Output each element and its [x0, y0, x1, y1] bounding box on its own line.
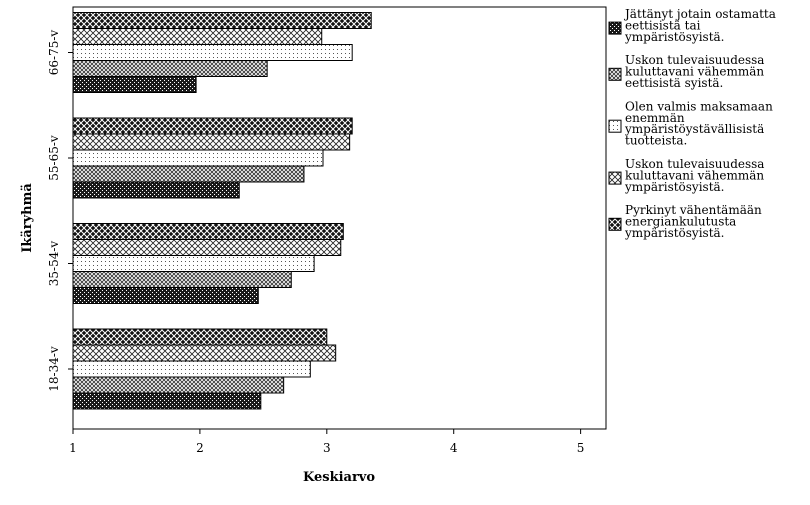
legend-swatch-3 [608, 119, 622, 133]
bar-55-65-v-s4 [72, 133, 351, 151]
bar-18-34-v-s2 [72, 376, 285, 394]
bar-66-75-v-s4 [72, 28, 323, 45]
category-label-55-65-v: 55-65-v [47, 135, 61, 181]
legend-swatch-1 [608, 21, 622, 35]
bar-66-75-v-s1 [72, 76, 197, 93]
legend-line: eettisistä syistä. [625, 76, 723, 90]
legend-line: ympäristöystävällisistä [624, 122, 764, 136]
bar-35-54-v-s2 [72, 271, 292, 288]
category-label-66-75-v: 66-75-v [47, 30, 61, 76]
legend-label-3: Olen valmis maksamaan enemmän ympäristöyst… [624, 99, 773, 147]
legend-swatch-4 [608, 171, 622, 185]
bars-group: 18-34-v 35-54-v 55-65-v 66-75-v [47, 12, 372, 410]
legend-line: Uskon tulevaisuudessa [625, 53, 764, 67]
bar-35-54-v-s3 [72, 255, 315, 272]
legend-line: enemmän [625, 111, 685, 125]
bar-66-75-v-s2 [72, 60, 268, 77]
legend-line: kuluttavani vähemmän [625, 168, 764, 182]
legend-line: ympäristösyistä. [624, 30, 725, 44]
plot-frame [72, 6, 607, 430]
legend-line: energiankulutusta [625, 215, 736, 229]
category-label-18-34-v: 18-34-v [47, 346, 61, 392]
bar-18-34-v-s3 [72, 360, 311, 378]
category-label-35-54-v: 35-54-v [47, 241, 61, 287]
bar-55-65-v-s2 [72, 165, 305, 183]
x-tick-label-5: 5 [577, 441, 585, 455]
legend-label-1: Jättänyt jotain ostamatta eettisistä tai y… [623, 7, 776, 44]
legend: Jättänyt jotain ostamatta eettisistä tai y… [608, 7, 776, 240]
legend-line: Pyrkinyt vähentämään [625, 203, 762, 217]
bar-35-54-v-s5 [72, 223, 344, 240]
legend-line: Olen valmis maksamaan [625, 99, 773, 113]
bar-18-34-v-s1 [72, 392, 262, 410]
x-axis-title: Keskiarvo [303, 470, 375, 485]
bar-55-65-v-s3 [72, 149, 324, 167]
y-axis-title: Ikäryhmä [20, 183, 35, 253]
legend-label-2: Uskon tulevaisuudessa kuluttavani vähemmä… [625, 53, 764, 90]
bar-35-54-v-s1 [72, 287, 259, 304]
bar-55-65-v-s5 [72, 117, 353, 135]
axis-ticks-group: 1 2 3 4 5 [69, 429, 584, 455]
legend-swatch-5 [608, 217, 622, 231]
bar-18-34-v-s4 [72, 344, 337, 362]
bar-66-75-v-s3 [72, 44, 353, 61]
legend-label-4: Uskon tulevaisuudessa kuluttavani vähemmä… [624, 157, 764, 194]
x-tick-label-2: 2 [196, 441, 204, 455]
legend-line: ympäristösyistä. [624, 180, 725, 194]
bar-35-54-v-s4 [72, 239, 342, 256]
legend-line: ympäristösyistä. [624, 226, 725, 240]
bar-66-75-v-s5 [72, 12, 372, 29]
legend-line: Jättänyt jotain ostamatta [623, 7, 776, 21]
legend-line: Uskon tulevaisuudessa [625, 157, 764, 171]
x-tick-label-3: 3 [323, 441, 331, 455]
legend-swatch-2 [608, 67, 622, 81]
legend-line: kuluttavani vähemmän [625, 65, 764, 79]
legend-line: eettisistä tai [625, 18, 701, 32]
x-tick-label-4: 4 [450, 441, 458, 455]
x-tick-label-1: 1 [69, 441, 77, 455]
bar-55-65-v-s1 [72, 181, 240, 199]
bar-18-34-v-s5 [72, 328, 328, 346]
legend-label-5: Pyrkinyt vähentämään energiankulutusta ymp… [624, 203, 762, 240]
legend-line: tuotteista. [625, 134, 687, 148]
